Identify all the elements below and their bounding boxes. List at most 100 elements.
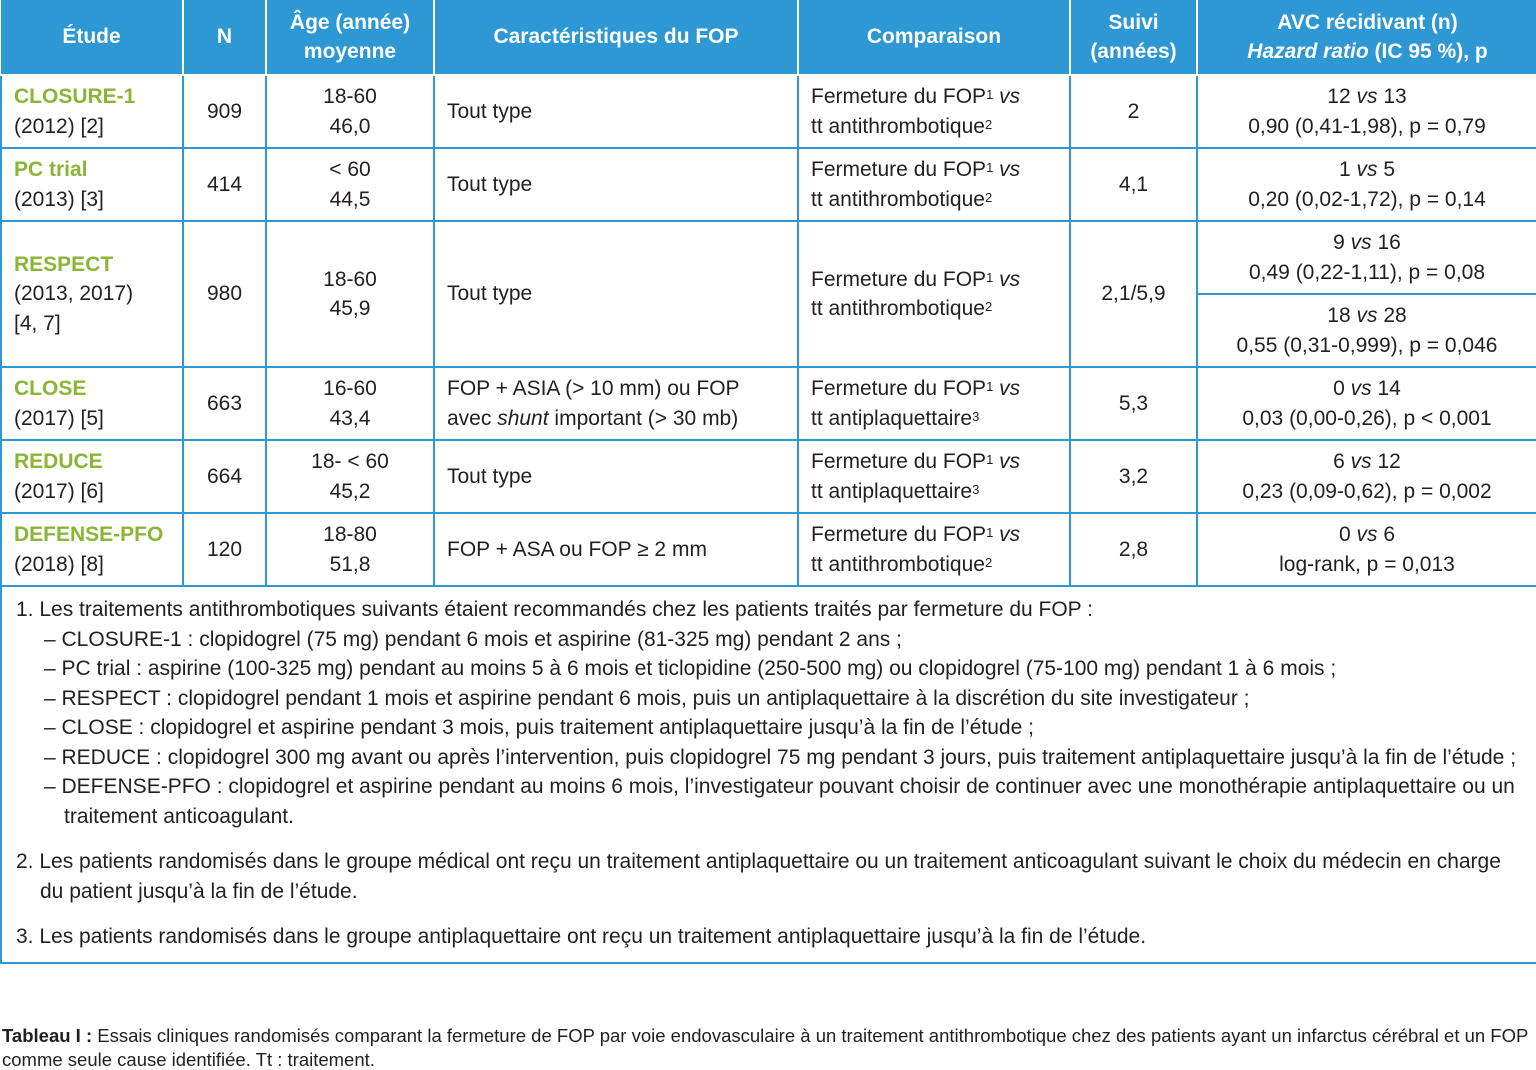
text-line: (2017) [5] (14, 406, 104, 430)
result-cell: 18 vs 28 0,55 (0,31-0,999), p = 0,046 (1196, 293, 1536, 368)
text: 6 (1377, 523, 1396, 546)
comparison-cell: Fermeture du FOP1 vs tt antithrombotique2 (797, 512, 1071, 587)
footnote-item: – CLOSURE-1 : clopidogrel (75 mg) pendan… (44, 627, 902, 651)
notes-cell: 1. Les traitements antithrombotiques sui… (0, 585, 1536, 964)
text-line: Fermeture du FOP1 vs (811, 155, 1059, 185)
n-cell: 909 (182, 74, 267, 149)
text-line: Comparaison (866, 25, 1002, 49)
table-body: CLOSURE-1 (2012) [2] 909 18-60 46,0 Tout type… (0, 74, 1536, 964)
italic-text: vs (1356, 304, 1378, 327)
footnote-item: – RESPECT : clopidogrel pendant 1 mois e… (44, 686, 1250, 710)
text: tt antithrombotique (811, 552, 985, 576)
text-line: 663 (206, 391, 243, 415)
n-cell: 663 (182, 366, 267, 441)
italic-text: vs (1356, 85, 1378, 108)
superscript: 1 (986, 525, 994, 540)
study-cell: PC trial (2013) [3] (0, 147, 184, 222)
result-cell: 12 vs 13 0,90 (0,41-1,98), p = 0,79 (1196, 74, 1536, 149)
text-line: avec shunt important (> 30 mb) (447, 404, 787, 434)
text-line: tt antiplaquettaire3 (811, 477, 1059, 507)
caption-label: Tableau I : (2, 1025, 93, 1046)
table-row: PC trial (2013) [3] 414 < 60 44,5 Tout type Fe… (0, 147, 1536, 222)
superscript: 1 (986, 269, 994, 285)
text-line: Âge (année) (289, 10, 411, 34)
text-line: tt antithrombotique2 (811, 294, 1059, 324)
followup-cell: 3,2 (1069, 439, 1198, 514)
text: 12 (1327, 85, 1357, 108)
text-line: 0,49 (0,22-1,11), p = 0,08 (1248, 260, 1486, 284)
text-line: 18-60 (323, 267, 377, 291)
comparison-cell: Fermeture du FOP1 vs tt antithrombotique2 (797, 74, 1071, 149)
fop-cell: FOP + ASA ou FOP ≥ 2 mm (433, 512, 799, 587)
italic-text: vs (1356, 158, 1378, 181)
text-line: 4,1 (1118, 172, 1149, 196)
text: 1 (1338, 158, 1357, 181)
text-line: (années) (1090, 40, 1177, 63)
result-cell: 6 vs 12 0,23 (0,09-0,62), p = 0,002 (1196, 439, 1536, 514)
italic-text: shunt (497, 406, 549, 430)
italic-text: Hazard ratio (1247, 40, 1369, 63)
footnote-text: 3. Les patients randomisés dans le group… (16, 925, 1147, 948)
header-cell: Âge (année) moyenne (265, 0, 435, 76)
text-line: (2013, 2017) (14, 282, 134, 306)
study-cell: CLOSE (2017) [5] (0, 366, 184, 441)
text-line: Fermeture du FOP1 vs (811, 374, 1059, 404)
text: Fermeture du FOP (811, 85, 987, 108)
followup-cell: 2,1/5,9 (1069, 220, 1198, 368)
text: 28 (1377, 304, 1407, 327)
table-row: RESPECT (2013, 2017) [4, 7] 980 18-60 45,9 Tou… (0, 220, 1536, 368)
text-line: tt antiplaquettaire3 (811, 404, 1059, 434)
text: Fermeture du FOP (811, 450, 987, 473)
table-row: CLOSE (2017) [5] 663 16-60 43,4 FOP + ASIA (>… (0, 366, 1536, 441)
italic-text: vs (993, 523, 1021, 546)
result-cell: 1 vs 5 0,20 (0,02-1,72), p = 0,14 (1196, 147, 1536, 222)
text-line: Fermeture du FOP1 vs (811, 447, 1059, 477)
caption: Tableau I : Essais cliniques randomisés … (2, 1024, 1534, 1070)
superscript: 2 (984, 116, 993, 132)
followup-cell: 4,1 (1069, 147, 1198, 222)
text-line: Fermeture du FOP1 vs (811, 265, 1059, 295)
text-line: Suivi (1108, 10, 1159, 34)
text: 0 (1338, 523, 1357, 546)
text-line: 664 (206, 464, 243, 488)
text: Fermeture du FOP (811, 267, 987, 291)
text: tt antithrombotique (811, 187, 985, 211)
text-line: Caractéristiques du FOP (493, 25, 739, 49)
comparison-cell: Fermeture du FOP1 vs tt antiplaquettaire3 (797, 439, 1071, 514)
italic-text: vs (993, 267, 1021, 291)
text-line: Étude (62, 25, 121, 49)
text-line: 18-60 (323, 85, 377, 108)
n-cell: 120 (182, 512, 267, 587)
text-line: 18-80 (323, 523, 377, 546)
text: Fermeture du FOP (811, 158, 987, 181)
text: tt antithrombotique (811, 114, 985, 138)
text-line: (2013) [3] (14, 187, 104, 211)
text-line: 0,55 (0,31-0,999), p = 0,046 (1236, 333, 1498, 357)
footnote-item: – PC trial : aspirine (100-325 mg) penda… (44, 657, 1337, 680)
text-line: AVC récidivant (n) (1277, 10, 1458, 34)
text-line: 0,90 (0,41-1,98), p = 0,79 (1248, 114, 1486, 138)
comparison-cell: Fermeture du FOP1 vs tt antithrombotique2 (797, 220, 1071, 368)
followup-cell: 2 (1069, 74, 1198, 149)
italic-text: vs (993, 85, 1021, 108)
italic-text: vs (1350, 377, 1372, 400)
footnote-text: 2. Les patients randomisés dans le group… (16, 850, 1501, 903)
n-cell: 980 (182, 220, 267, 368)
result-cell: 0 vs 6 log-rank, p = 0,013 (1196, 512, 1536, 587)
header-cell: N (182, 0, 267, 76)
text-line: N (216, 25, 233, 49)
text: tt antiplaquettaire (811, 406, 973, 430)
text-line: tt antithrombotique2 (811, 550, 1059, 580)
text-line: tt antithrombotique2 (811, 185, 1059, 215)
study-name: DEFENSE-PFO (14, 523, 164, 546)
italic-text: vs (993, 158, 1021, 181)
text-line: 43,4 (329, 406, 371, 430)
text-line: log-rank, p = 0,013 (1279, 552, 1455, 576)
comparison-cell: Fermeture du FOP1 vs tt antithrombotique2 (797, 147, 1071, 222)
text-line: 414 (206, 172, 243, 196)
text: 0 (1333, 377, 1351, 400)
text-line: FOP + ASIA (> 10 mm) ou FOP (447, 377, 740, 400)
study-cell: DEFENSE-PFO (2018) [8] (0, 512, 184, 587)
